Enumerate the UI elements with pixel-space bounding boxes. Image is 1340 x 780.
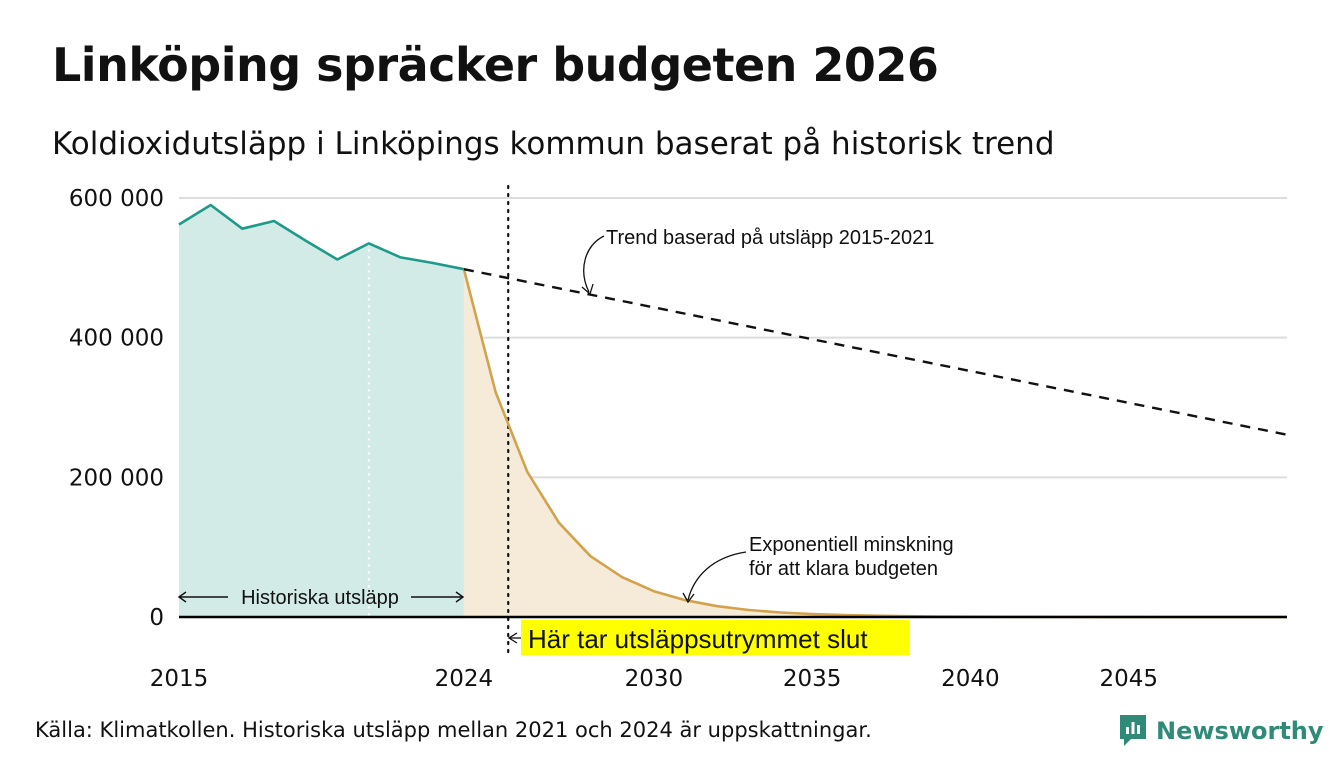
trend-line (463, 268, 1288, 436)
exp-label-line1: Exponentiell minskning (749, 534, 954, 556)
newsworthy-icon (1120, 715, 1146, 746)
chart-subtitle: Koldioxidutsläpp i Linköpings kommun bas… (52, 126, 1055, 162)
budget-end-annotation: Här tar utsläppsutrymmet slut (507, 620, 909, 655)
historical-arrowhead-left (177, 591, 187, 603)
exp-label-line2: för att klara budgeten (749, 558, 938, 580)
emissions-chart: 0 200 000 400 000 600 000 2015 2024 2030 2035 20… (69, 184, 1288, 692)
historical-annotation: Historiska utsläpp (177, 587, 465, 609)
y-tick-label: 600 000 (69, 186, 164, 212)
y-tick-label: 200 000 (69, 465, 164, 491)
x-tick-label: 2015 (150, 666, 209, 692)
x-tick-label: 2035 (783, 666, 842, 692)
x-tick-label: 2024 (435, 666, 494, 692)
y-tick-label: 0 (149, 605, 164, 631)
y-tick-label: 400 000 (69, 326, 164, 352)
historical-area (179, 205, 464, 617)
x-tick-label: 2030 (625, 666, 684, 692)
brand-logo[interactable]: Newsworthy (1118, 713, 1324, 749)
exp-annotation: Exponentiell minskning för att klara bud… (682, 534, 954, 604)
trend-callout-arrowhead (581, 283, 594, 296)
chart-title: Linköping spräcker budgeten 2026 (52, 38, 939, 92)
reduction-area (463, 269, 1287, 617)
historical-line (178, 203, 465, 271)
x-tick-label: 2045 (1099, 666, 1158, 692)
axes: 0 200 000 400 000 600 000 2015 2024 2030 2035 20… (69, 186, 1287, 692)
exp-callout-arrow (687, 551, 747, 601)
trend-annotation: Trend baserad på utsläpp 2015-2021 (581, 227, 934, 296)
source-note: Källa: Klimatkollen. Historiska utsläpp … (35, 718, 872, 742)
brand-name: Newsworthy (1156, 717, 1324, 745)
budget-end-highlight (521, 620, 909, 655)
x-tick-label: 2040 (941, 666, 1000, 692)
trend-label: Trend baserad på utsläpp 2015-2021 (606, 227, 934, 249)
exp-callout-arrowhead (682, 592, 695, 604)
budget-end-label: Här tar utsläppsutrymmet slut (528, 624, 868, 654)
historical-arrowhead-right (455, 591, 465, 603)
trend-callout-arrow (583, 235, 605, 293)
historical-label: Historiska utsläpp (241, 587, 399, 609)
area-fills (179, 205, 1287, 617)
